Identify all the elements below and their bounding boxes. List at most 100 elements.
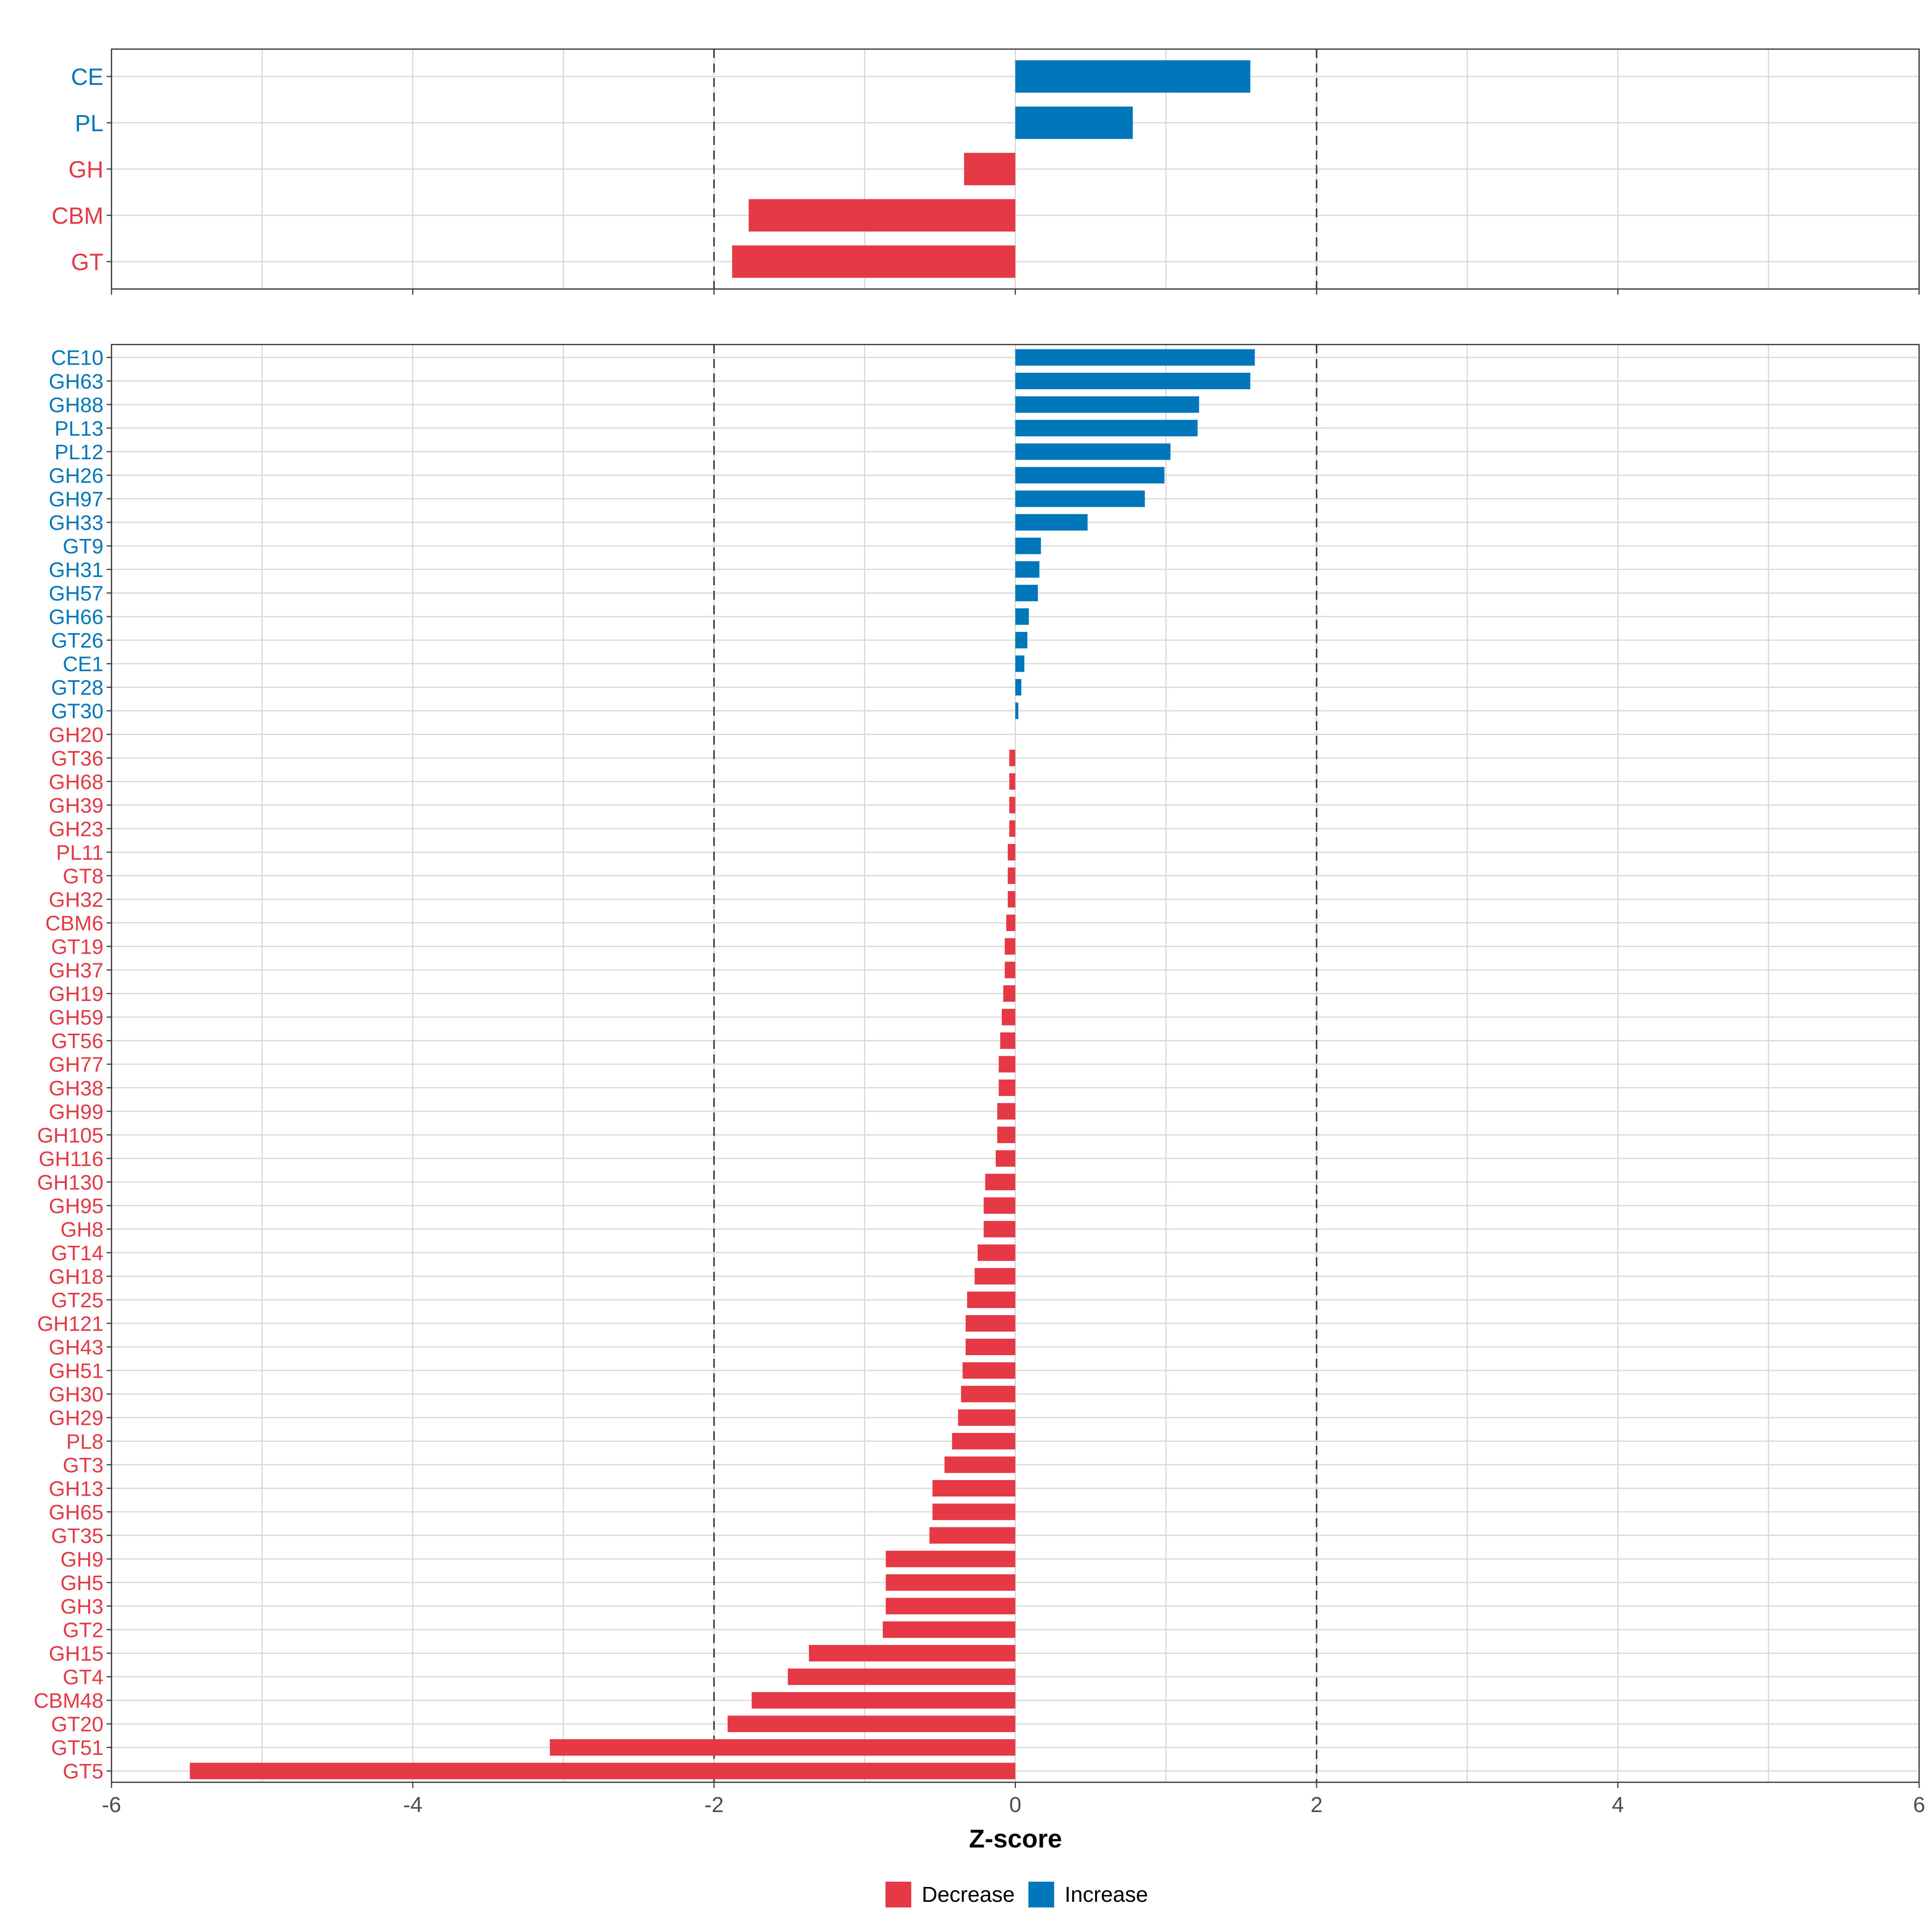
bar-gt9: [1015, 537, 1041, 554]
y-label-gh30: GH30: [49, 1383, 103, 1406]
bar-gt3: [944, 1456, 1016, 1473]
bar-gh95: [983, 1197, 1016, 1214]
bar-gh37: [1005, 962, 1016, 978]
bar-gh9: [886, 1550, 1016, 1567]
y-label-gh33: GH33: [49, 511, 103, 535]
y-label-gt35: GT35: [51, 1524, 103, 1548]
y-label-gt9: GT9: [63, 535, 103, 558]
bar-cbm6: [1006, 914, 1016, 931]
y-label-gh95: GH95: [49, 1195, 103, 1218]
y-label-gh88: GH88: [49, 394, 103, 417]
y-label-gh23: GH23: [49, 817, 103, 841]
bar-pl12: [1015, 443, 1170, 460]
bar-gh97: [1015, 490, 1145, 507]
bar-gh18: [974, 1268, 1016, 1285]
x-tick-label: 6: [1913, 1793, 1925, 1817]
bar-gh13: [932, 1480, 1016, 1497]
y-label-ce1: CE1: [63, 653, 103, 676]
y-label-gh29: GH29: [49, 1407, 103, 1430]
y-label-gh3: GH3: [60, 1595, 103, 1618]
y-label-gh19: GH19: [49, 983, 103, 1006]
y-label-gt36: GT36: [51, 747, 103, 770]
bar-gh19: [1003, 985, 1016, 1002]
bar-gh68: [1009, 773, 1016, 790]
y-label-pl: PL: [75, 110, 103, 136]
top-panel: CE PL GH CBM GT: [52, 48, 1920, 295]
bar-gt26: [1015, 632, 1028, 648]
y-label-cbm6: CBM6: [45, 912, 103, 935]
y-label-gt19: GT19: [51, 935, 103, 959]
x-axis-title: Z-score: [969, 1824, 1062, 1853]
y-label-ce: CE: [71, 64, 103, 90]
bar-gh39: [1009, 797, 1016, 813]
legend-label-increase: Increase: [1065, 1882, 1148, 1907]
bar-pl: [1015, 106, 1133, 139]
y-label-gh5: GH5: [60, 1571, 103, 1595]
y-label-gh38: GH38: [49, 1077, 103, 1100]
bar-gt: [732, 245, 1016, 278]
x-tick-label: -6: [102, 1793, 121, 1817]
y-label-gh9: GH9: [60, 1548, 103, 1571]
bar-gt20: [727, 1715, 1016, 1732]
y-label-gt4: GT4: [63, 1666, 103, 1689]
legend-swatch-decrease: [886, 1882, 911, 1907]
bar-gh121: [965, 1315, 1016, 1332]
bar-gt5: [190, 1763, 1016, 1779]
bar-gt4: [788, 1668, 1016, 1685]
y-label-gh65: GH65: [49, 1501, 103, 1524]
bar-gh: [964, 153, 1016, 186]
bar-gt28: [1015, 679, 1022, 696]
bar-gt51: [550, 1739, 1016, 1756]
bar-gh38: [999, 1080, 1016, 1096]
y-label-gt20: GT20: [51, 1713, 103, 1736]
y-label-gh130: GH130: [37, 1171, 103, 1194]
y-label-pl8: PL8: [66, 1430, 103, 1453]
bar-cbm: [749, 199, 1016, 232]
bar-gh99: [997, 1103, 1016, 1120]
y-label-cbm: CBM: [52, 203, 103, 229]
bar-gt56: [1000, 1032, 1016, 1049]
bar-gt14: [977, 1244, 1016, 1261]
legend-swatch-increase: [1028, 1882, 1054, 1907]
bar-gh105: [997, 1127, 1016, 1144]
x-tick-label: 2: [1311, 1793, 1323, 1817]
bar-pl11: [1007, 844, 1016, 861]
bar-gh116: [995, 1150, 1016, 1167]
y-label-gt3: GT3: [63, 1454, 103, 1477]
bar-gh3: [886, 1598, 1016, 1614]
y-label-cbm48: CBM48: [34, 1689, 103, 1713]
y-label-gh97: GH97: [49, 488, 103, 511]
y-label-gh: GH: [68, 157, 103, 183]
x-tick-label: 0: [1009, 1793, 1021, 1817]
bar-gh66: [1015, 608, 1029, 625]
bar-gt2: [883, 1621, 1016, 1638]
x-tick-label: -4: [403, 1793, 422, 1817]
x-tick-label: 4: [1612, 1793, 1624, 1817]
bar-ce1: [1015, 655, 1024, 672]
y-label-gh57: GH57: [49, 582, 103, 605]
y-label-gh59: GH59: [49, 1006, 103, 1030]
y-label-pl11: PL11: [56, 841, 103, 865]
y-label-gt28: GT28: [51, 676, 103, 700]
bar-gh32: [1007, 891, 1016, 908]
bar-ce10: [1015, 349, 1255, 366]
bar-ce: [1015, 60, 1251, 93]
y-label-gh43: GH43: [49, 1336, 103, 1359]
bar-pl13: [1015, 420, 1198, 437]
y-label-pl12: PL12: [55, 441, 103, 464]
y-label-pl13: PL13: [55, 417, 103, 440]
bar-pl8: [952, 1433, 1016, 1450]
bar-gh59: [1001, 1009, 1016, 1026]
bottom-panel: CE10GH63GH88PL13PL12GH26GH97GH33GT9GH31G…: [34, 344, 1925, 1817]
y-label-gh66: GH66: [49, 606, 103, 629]
bar-gh88: [1015, 396, 1199, 413]
bar-gh8: [983, 1221, 1016, 1238]
bar-gh77: [999, 1056, 1016, 1073]
y-label-gh31: GH31: [49, 559, 103, 582]
y-label-gt25: GT25: [51, 1289, 103, 1312]
y-label-gh39: GH39: [49, 794, 103, 817]
y-label-gh68: GH68: [49, 770, 103, 794]
bar-gh57: [1015, 584, 1038, 601]
